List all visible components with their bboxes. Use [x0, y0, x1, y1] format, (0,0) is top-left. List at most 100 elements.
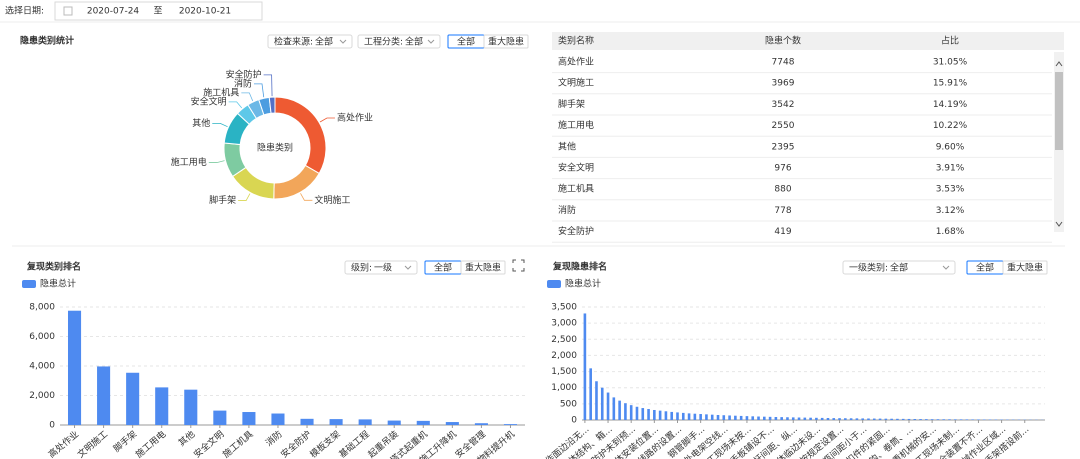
bar [213, 410, 227, 425]
bar [763, 416, 766, 420]
bar [728, 415, 731, 420]
table-cell: 2550 [772, 121, 795, 131]
filter-select[interactable] [267, 34, 353, 49]
bar [710, 414, 714, 420]
filter-select[interactable] [357, 34, 441, 49]
bar [849, 418, 853, 420]
bar [583, 313, 587, 420]
bar [242, 412, 256, 425]
legend-swatch [22, 280, 36, 288]
toggle-button-label[interactable]: 重大隐患 [1007, 262, 1043, 274]
filter-label: 检查来源: [274, 36, 313, 48]
toggle-button[interactable] [483, 34, 529, 49]
bar [358, 419, 372, 425]
y-tick-label: 0 [571, 416, 577, 426]
toggle-button-label[interactable]: 重大隐患 [488, 36, 524, 48]
bar [797, 417, 801, 420]
label-leader [300, 193, 313, 201]
end-date[interactable]: 2020-10-21 [179, 7, 231, 17]
bar [965, 419, 969, 420]
filter-value[interactable]: 一级 [374, 262, 392, 274]
donut-label: 脚手架 [209, 194, 236, 206]
filter-value[interactable]: 全部 [890, 262, 908, 274]
bar [820, 417, 824, 420]
y-tick-label: 500 [560, 399, 577, 409]
table-cell: 7748 [772, 58, 795, 68]
label-leader [319, 117, 335, 123]
bar [803, 417, 807, 420]
bar [699, 414, 702, 420]
table-cell: 1.68% [936, 227, 965, 237]
filter-select[interactable] [842, 260, 956, 275]
toggle-button-label[interactable]: 全部 [976, 262, 994, 274]
toggle-button[interactable] [460, 260, 506, 275]
bar [612, 397, 616, 420]
bar [734, 415, 737, 420]
table-cell: 14.19% [933, 100, 968, 110]
table-cell: 脚手架 [558, 98, 585, 110]
table-cell: 3.12% [936, 206, 965, 216]
label-leader [208, 160, 225, 163]
y-tick-label: 2,000 [29, 391, 55, 401]
scrollbar-thumb[interactable] [1055, 72, 1063, 150]
bar [647, 409, 650, 420]
bar [664, 411, 668, 420]
filter-value[interactable]: 全部 [315, 36, 333, 48]
panel-title: 复现类别排名 [26, 261, 81, 273]
toggle-button-label[interactable]: 全部 [434, 262, 452, 274]
donut-label: 高处作业 [337, 111, 373, 123]
bar [872, 418, 876, 420]
bar [653, 409, 656, 420]
bar [503, 424, 518, 425]
y-tick-label: 8,000 [29, 303, 55, 313]
bar [595, 381, 598, 420]
bar [416, 420, 430, 425]
table-cell: 3542 [772, 100, 795, 110]
y-tick-label: 1,500 [551, 367, 577, 377]
scroll-up[interactable] [1055, 61, 1063, 67]
toggle-button-label[interactable]: 全部 [457, 36, 475, 48]
date-range[interactable] [54, 1, 263, 21]
bar [329, 419, 343, 425]
filter-label: 级别: [351, 262, 372, 274]
table-cell: 安全防护 [558, 225, 594, 237]
bar [815, 417, 818, 420]
expand-icon[interactable] [512, 259, 525, 272]
filter-value[interactable]: 全部 [405, 36, 423, 48]
y-tick-label: 2,000 [551, 351, 577, 361]
donut-label: 其他 [192, 117, 210, 129]
bar [971, 419, 974, 420]
table-header: 隐患个数 [765, 35, 801, 47]
bar [271, 413, 285, 425]
date-separator: 至 [153, 6, 162, 17]
bar [635, 406, 639, 420]
label-leader [263, 74, 273, 97]
bar [982, 419, 986, 420]
bar [936, 419, 940, 420]
bar [757, 416, 760, 420]
toggle-button-label[interactable]: 重大隐患 [465, 262, 501, 274]
bar [867, 418, 870, 420]
table-cell: 高处作业 [558, 56, 594, 68]
table-header: 占比 [941, 35, 959, 47]
bar [861, 418, 864, 420]
bar [474, 423, 488, 425]
date-label: 选择日期: [5, 5, 44, 17]
filter-select[interactable] [344, 260, 418, 275]
bar [155, 387, 169, 425]
y-tick-label: 1,000 [551, 383, 577, 393]
scroll-down[interactable] [1055, 221, 1063, 227]
bar [687, 413, 691, 420]
bar [629, 405, 633, 420]
bar [739, 415, 743, 420]
start-date[interactable]: 2020-07-24 [87, 7, 140, 17]
bar [722, 415, 726, 420]
table-cell: 施工机具 [558, 183, 594, 195]
label-leader [254, 83, 265, 98]
bar [832, 418, 836, 420]
bar [600, 387, 604, 420]
toggle-button[interactable] [1002, 260, 1048, 275]
table-cell: 其他 [558, 140, 576, 152]
label-leader [241, 92, 254, 102]
